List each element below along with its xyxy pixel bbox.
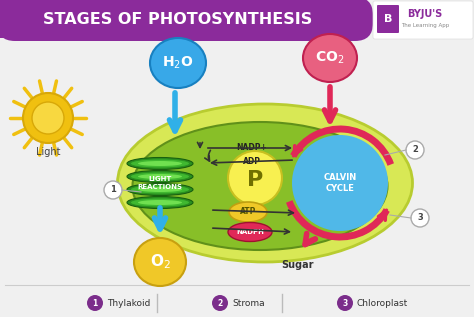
Text: BYJU'S: BYJU'S [407,9,443,19]
Ellipse shape [229,202,267,222]
Text: Light: Light [36,147,60,157]
Text: 1: 1 [92,299,98,307]
Ellipse shape [131,159,189,167]
Text: CALVIN
CYCLE: CALVIN CYCLE [323,172,356,193]
Text: Stroma: Stroma [232,299,264,307]
Text: The Learning App: The Learning App [401,23,449,29]
Text: NADP+: NADP+ [237,144,267,152]
Circle shape [292,135,388,231]
Ellipse shape [118,104,412,262]
Ellipse shape [228,223,272,242]
Ellipse shape [138,174,182,179]
Ellipse shape [127,158,193,170]
Circle shape [87,295,103,311]
Text: B: B [384,14,392,24]
Text: LIGHT
REACTIONS: LIGHT REACTIONS [137,176,182,190]
Ellipse shape [134,238,186,286]
Text: ADP: ADP [243,158,261,166]
Circle shape [23,93,73,143]
Ellipse shape [138,187,182,192]
Ellipse shape [150,38,206,88]
Circle shape [212,295,228,311]
Circle shape [104,181,122,199]
Text: Sugar: Sugar [282,260,314,270]
Circle shape [411,209,429,227]
Bar [0,0,355,38]
Text: CO$_2$: CO$_2$ [315,50,345,66]
Text: ATP: ATP [240,208,256,217]
Text: Chloroplast: Chloroplast [357,299,408,307]
Text: 3: 3 [342,299,347,307]
Ellipse shape [303,34,357,82]
Ellipse shape [127,171,193,183]
Text: O$_2$: O$_2$ [150,253,170,271]
Text: NADPH: NADPH [236,229,264,235]
Text: H$_2$O: H$_2$O [162,55,194,71]
FancyBboxPatch shape [0,0,373,41]
Circle shape [32,102,64,134]
Ellipse shape [133,122,388,250]
FancyBboxPatch shape [373,1,473,39]
Circle shape [228,151,282,205]
Ellipse shape [131,172,189,180]
Ellipse shape [131,198,189,206]
Text: STAGES OF PHOTOSYNTHESIS: STAGES OF PHOTOSYNTHESIS [44,12,313,28]
FancyBboxPatch shape [377,5,399,33]
Text: Thylakoid: Thylakoid [107,299,150,307]
Ellipse shape [127,197,193,209]
Text: 2: 2 [218,299,223,307]
Text: P: P [247,170,263,190]
Text: 3: 3 [417,214,423,223]
Ellipse shape [131,185,189,193]
Ellipse shape [138,161,182,166]
Ellipse shape [138,200,182,205]
Text: 2: 2 [412,146,418,154]
Circle shape [337,295,353,311]
Ellipse shape [127,184,193,196]
Circle shape [406,141,424,159]
Text: 1: 1 [110,185,116,195]
